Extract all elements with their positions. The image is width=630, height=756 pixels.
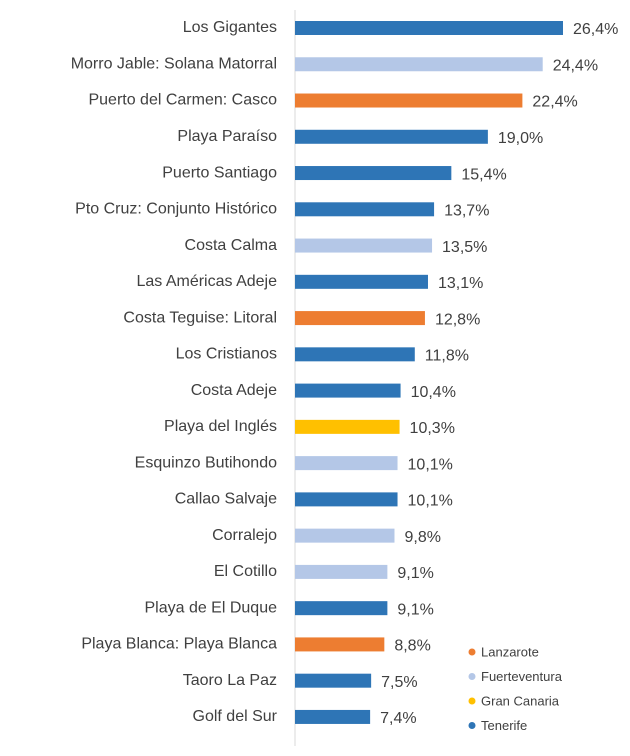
legend-marker (468, 673, 476, 680)
category-label: El Cotillo (214, 563, 277, 580)
value-label: 8,8% (394, 638, 430, 655)
bar (295, 383, 401, 398)
category-label: Playa del Inglés (164, 418, 277, 435)
legend-marker (468, 722, 476, 729)
category-label: Costa Teguise: Litoral (123, 309, 277, 326)
value-label: 10,3% (410, 420, 455, 437)
bar (295, 166, 452, 181)
value-label: 26,4% (573, 21, 618, 38)
legend-label: Fuerteventura (481, 669, 563, 684)
category-label: Playa de El Duque (144, 599, 277, 616)
bar (295, 419, 400, 434)
category-label: Playa Blanca: Playa Blanca (81, 636, 277, 653)
bar (295, 311, 425, 326)
bar (295, 57, 543, 72)
value-label: 9,1% (397, 601, 433, 618)
legend-label: Tenerife (481, 718, 527, 733)
value-label: 10,1% (408, 493, 453, 510)
category-label: Los Cristianos (176, 346, 277, 363)
bar (295, 274, 428, 289)
bar (295, 202, 435, 217)
value-label: 10,4% (411, 384, 456, 401)
value-label: 13,7% (444, 203, 489, 220)
bar (295, 456, 398, 471)
bar (295, 238, 433, 253)
bar (295, 93, 523, 108)
value-label: 7,5% (381, 674, 417, 691)
value-label: 13,5% (442, 239, 487, 256)
legend-marker (468, 697, 476, 705)
category-label: Costa Calma (185, 237, 278, 254)
value-label: 9,1% (397, 565, 433, 582)
bar (295, 601, 388, 616)
value-label: 15,4% (461, 166, 506, 183)
bar (295, 637, 385, 652)
bar (295, 673, 372, 688)
bar (295, 564, 388, 579)
category-label: Esquinzo Butihondo (135, 454, 277, 471)
category-label: Corralejo (212, 527, 277, 544)
category-label: Puerto del Carmen: Casco (88, 92, 277, 109)
legend-label: Gran Canaria (481, 693, 560, 708)
bar (295, 21, 563, 35)
bar (295, 347, 415, 362)
value-label: 22,4% (532, 94, 577, 111)
value-label: 13,1% (438, 275, 483, 292)
category-label: Callao Salvaje (175, 491, 277, 508)
category-label: Golf del Sur (193, 708, 278, 725)
category-label: Pto Cruz: Conjunto Histórico (75, 201, 277, 218)
value-label: 10,1% (408, 456, 453, 473)
value-label: 19,0% (498, 130, 543, 147)
category-label: Taoro La Paz (183, 672, 277, 689)
category-label: Las Américas Adeje (136, 273, 277, 290)
value-label: 7,4% (380, 710, 416, 727)
legend-label: Lanzarote (481, 644, 539, 659)
category-label: Playa Paraíso (177, 128, 277, 145)
category-label: Los Gigantes (183, 19, 277, 36)
bar (295, 492, 398, 507)
category-label: Puerto Santiago (162, 164, 277, 181)
bar (295, 709, 371, 724)
value-label: 9,8% (404, 529, 440, 546)
value-label: 12,8% (435, 311, 480, 328)
category-label: Costa Adeje (191, 382, 277, 399)
value-label: 11,8% (425, 348, 469, 365)
category-label: Morro Jable: Solana Matorral (71, 55, 277, 72)
bar (295, 528, 395, 543)
legend-marker (468, 648, 476, 656)
bar (295, 129, 488, 144)
value-label: 24,4% (553, 57, 598, 74)
